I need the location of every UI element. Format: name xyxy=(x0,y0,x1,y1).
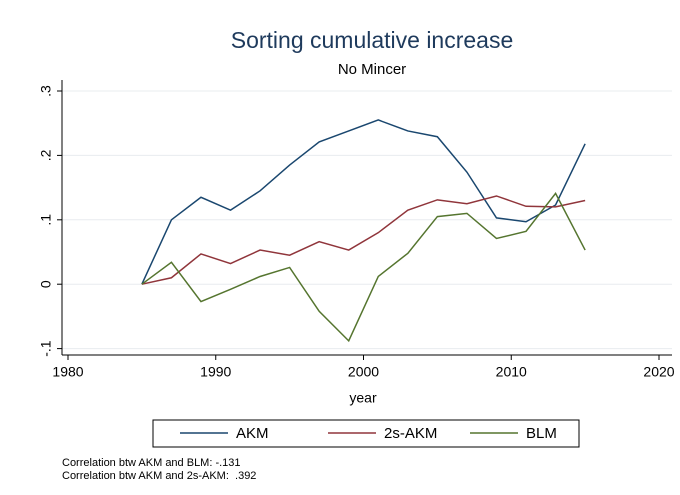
legend-label: AKM xyxy=(236,425,269,442)
x-tick-label: 2020 xyxy=(643,364,674,380)
y-tick-label: 0 xyxy=(38,280,54,288)
y-tick-label: -.1 xyxy=(38,340,54,357)
series-line xyxy=(141,119,586,285)
legend-label: BLM xyxy=(526,425,557,442)
x-tick-label: 1980 xyxy=(52,364,83,380)
y-tick-label: .3 xyxy=(38,85,54,97)
x-tick-label: 2000 xyxy=(348,364,379,380)
y-tick-label: .2 xyxy=(38,149,54,161)
x-tick-label: 2010 xyxy=(496,364,527,380)
chart-subtitle: No Mincer xyxy=(338,61,406,78)
note: Correlation btw AKM and BLM: -.131 xyxy=(62,457,241,469)
y-tick-label: .1 xyxy=(38,214,54,226)
x-axis-title: year xyxy=(349,390,377,406)
series-line xyxy=(141,195,586,285)
chart-title: Sorting cumulative increase xyxy=(231,27,514,53)
note: Correlation btw AKM and 2s-AKM: .392 xyxy=(62,470,256,482)
legend-label: 2s-AKM xyxy=(384,425,437,442)
x-tick-label: 1990 xyxy=(200,364,231,380)
series-line xyxy=(141,192,586,343)
